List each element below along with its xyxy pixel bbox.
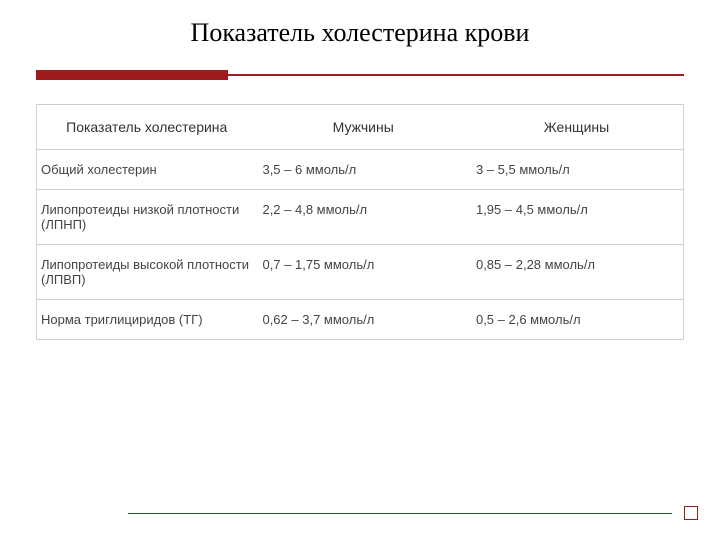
corner-box-icon (684, 506, 698, 520)
bottom-rule (128, 513, 672, 514)
table-row: Норма триглициридов (ТГ) 0,62 – 3,7 ммол… (37, 300, 684, 340)
slide: Показатель холестерина крови Показатель … (0, 0, 720, 540)
cell-men: 0,62 – 3,7 ммоль/л (256, 300, 470, 340)
cell-indicator: Липопротеиды низкой плотности (ЛПНП) (37, 190, 257, 245)
cell-women: 3 – 5,5 ммоль/л (470, 150, 684, 190)
table-row: Липопротеиды низкой плотности (ЛПНП) 2,2… (37, 190, 684, 245)
col-header-indicator: Показатель холестерина (37, 105, 257, 150)
cell-women: 0,5 – 2,6 ммоль/л (470, 300, 684, 340)
cell-men: 3,5 – 6 ммоль/л (256, 150, 470, 190)
table-container: Показатель холестерина Мужчины Женщины О… (36, 104, 684, 340)
title-underline (36, 68, 684, 80)
table-header-row: Показатель холестерина Мужчины Женщины (37, 105, 684, 150)
cell-men: 2,2 – 4,8 ммоль/л (256, 190, 470, 245)
cell-indicator: Общий холестерин (37, 150, 257, 190)
table-row: Общий холестерин 3,5 – 6 ммоль/л 3 – 5,5… (37, 150, 684, 190)
table-row: Липопротеиды высокой плотности (ЛПВП) 0,… (37, 245, 684, 300)
title-underline-thick (36, 70, 228, 80)
title-block: Показатель холестерина крови (0, 0, 720, 48)
col-header-men: Мужчины (256, 105, 470, 150)
cell-men: 0,7 – 1,75 ммоль/л (256, 245, 470, 300)
col-header-women: Женщины (470, 105, 684, 150)
cell-women: 1,95 – 4,5 ммоль/л (470, 190, 684, 245)
cell-indicator: Норма триглициридов (ТГ) (37, 300, 257, 340)
cell-indicator: Липопротеиды высокой плотности (ЛПВП) (37, 245, 257, 300)
slide-title: Показатель холестерина крови (191, 18, 530, 47)
cell-women: 0,85 – 2,28 ммоль/л (470, 245, 684, 300)
cholesterol-table: Показатель холестерина Мужчины Женщины О… (36, 104, 684, 340)
